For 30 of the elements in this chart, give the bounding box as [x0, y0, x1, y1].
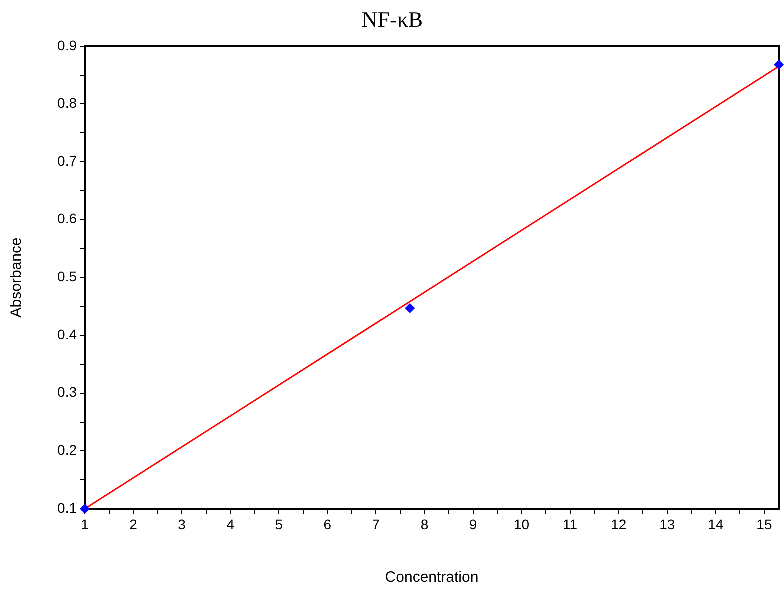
y-tick-label: 0.8 [58, 95, 78, 112]
x-tick-label: 13 [660, 516, 676, 532]
point [774, 60, 784, 70]
x-tick-label: 6 [324, 516, 332, 532]
y-tick-label: 0.7 [58, 152, 78, 169]
x-tick-label: 10 [514, 516, 530, 532]
point [80, 504, 90, 514]
y-tick-label: 0.1 [58, 500, 78, 516]
x-tick-label: 3 [178, 516, 186, 532]
y-tick-label: 0.6 [58, 210, 78, 227]
x-tick-label: 15 [756, 516, 772, 532]
y-tick-label: 0.4 [58, 326, 78, 342]
y-tick-label: 0.9 [58, 37, 78, 54]
x-tick-label: 8 [420, 516, 429, 532]
x-tick-label: 7 [372, 516, 380, 532]
y-tick-label: 0.3 [58, 384, 78, 400]
point [405, 303, 416, 314]
x-axis-title: Concentration [385, 569, 479, 586]
x-tick-label: 12 [611, 516, 627, 532]
x-tick-label: 2 [130, 516, 138, 532]
x-tick-label: 14 [708, 516, 724, 532]
y-axis-title: Absorbance [8, 238, 26, 318]
y-tick-label: 0.2 [58, 442, 78, 458]
x-tick-label: 9 [469, 516, 478, 532]
y-tick-label: 0.5 [58, 268, 78, 285]
x-tick-label: 1 [81, 516, 90, 532]
x-tick-label: 4 [226, 516, 235, 532]
x-tick-label: 11 [563, 516, 578, 532]
x-tick-label: 5 [275, 516, 284, 532]
chart-title: NF-κB [362, 6, 424, 32]
